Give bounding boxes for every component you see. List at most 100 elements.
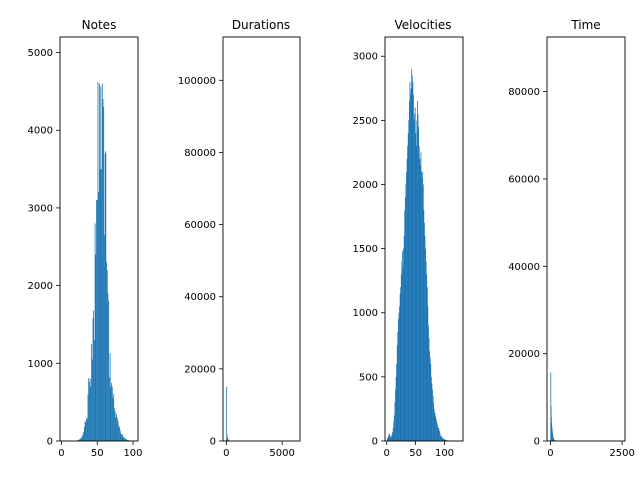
histogram-bar <box>82 434 84 441</box>
histogram-bar <box>124 438 126 441</box>
histogram-bar <box>430 364 432 441</box>
histogram-bar <box>111 386 113 441</box>
histogram-bar <box>78 439 80 441</box>
histogram-bar <box>109 377 110 441</box>
histogram-bar <box>114 408 115 441</box>
histogram-bar <box>439 433 441 441</box>
histogram-bar <box>420 152 422 441</box>
histogram-bar <box>395 376 397 441</box>
histogram-bar <box>423 210 425 441</box>
histogram-bar <box>424 222 425 441</box>
histogram-bar <box>417 101 418 441</box>
histogram-bar <box>93 340 95 441</box>
histogram-bar <box>436 423 438 441</box>
histogram-bar <box>400 287 402 441</box>
histogram-bar <box>445 439 447 441</box>
y-tick-label: 3000 <box>353 52 378 63</box>
histogram-bar <box>411 69 413 441</box>
histogram-bar <box>421 178 423 441</box>
histogram-bar <box>109 353 111 441</box>
histogram-bar <box>226 434 228 441</box>
histogram-bar <box>422 184 424 441</box>
histogram-bar <box>444 439 446 441</box>
histogram-bar <box>81 436 83 441</box>
y-tick-label: 80000 <box>184 148 216 159</box>
histogram-bar <box>433 408 435 441</box>
histogram-bar <box>119 427 120 441</box>
histogram-bar <box>104 235 105 441</box>
y-tick-label: 3000 <box>28 203 53 214</box>
histogram-bar <box>401 261 403 441</box>
y-tick-label: 100000 <box>178 76 216 87</box>
histogram-bar <box>391 435 392 441</box>
histogram-bar <box>388 433 390 441</box>
histogram-bar <box>228 439 229 441</box>
histogram-bar <box>106 270 108 441</box>
panel-title: Notes <box>82 18 117 32</box>
y-tick-label: 0 <box>534 437 540 448</box>
histogram-bar <box>227 437 228 441</box>
histogram-bar <box>387 437 389 441</box>
histogram-bar <box>102 99 104 441</box>
histogram-bar <box>88 381 90 441</box>
x-tick-label: 50 <box>409 448 422 459</box>
histogram-bar <box>119 430 121 441</box>
histogram-bar <box>440 435 442 441</box>
histogram-bar <box>80 438 82 441</box>
histogram-bar <box>432 389 433 441</box>
histogram-bar <box>84 420 86 441</box>
histogram-bar <box>403 235 405 441</box>
histogram-bar <box>427 306 429 441</box>
histogram-bar <box>404 197 406 441</box>
histogram-bar <box>396 364 398 441</box>
histogram-bar <box>421 171 422 441</box>
histogram-bar <box>95 254 97 441</box>
histogram-bar <box>402 251 403 441</box>
histogram-bar <box>410 94 411 441</box>
histogram-bar <box>443 439 444 441</box>
histogram-bar <box>413 120 415 441</box>
histogram-bar <box>413 94 414 441</box>
histogram-bar <box>91 359 93 441</box>
histogram-bar <box>110 386 112 441</box>
histogram-bar <box>426 274 428 441</box>
histogram-bar <box>113 394 115 441</box>
panel-durations: Durations 0 5000 0 20000 40000 60000 80000 1000… <box>178 18 301 459</box>
histogram-bar <box>416 120 418 441</box>
histogram-bar <box>87 394 89 441</box>
histogram-bar <box>434 412 436 441</box>
histogram-bar <box>440 435 441 441</box>
histogram-bar <box>78 439 80 441</box>
histogram-bar <box>125 439 127 441</box>
histogram-bar <box>83 427 85 441</box>
histogram-bar <box>408 120 410 441</box>
histogram-bar <box>441 438 443 441</box>
histogram-bar <box>117 420 119 441</box>
histogram-bar <box>390 437 392 441</box>
histogram-bar <box>121 434 123 441</box>
histogram-bar <box>393 415 395 441</box>
axes-frame <box>59 36 139 442</box>
histogram-bar <box>123 437 125 441</box>
histogram-bar <box>437 428 439 441</box>
x-tick-label: 100 <box>123 448 142 459</box>
histogram-bar <box>398 319 399 441</box>
y-tick-label: 20000 <box>508 349 540 360</box>
histogram-bar <box>415 146 417 441</box>
y-tick-label: 60000 <box>184 220 216 231</box>
histogram-bar <box>120 433 122 441</box>
panel-velocities: Velocities 0 50 10005001000150020002500300… <box>353 18 464 459</box>
histogram-bar <box>432 396 434 441</box>
histogram-bar <box>115 417 117 441</box>
histogram-bar <box>92 318 94 441</box>
y-tick-label: 5000 <box>28 48 53 59</box>
x-tick-label: 100 <box>435 448 454 459</box>
histogram-bar <box>407 133 409 441</box>
y-tick-label: 1000 <box>353 308 378 319</box>
bars <box>387 69 461 441</box>
histogram-bar <box>99 169 101 441</box>
histogram-bar <box>88 378 90 441</box>
y-tick-label: 60000 <box>508 174 540 185</box>
